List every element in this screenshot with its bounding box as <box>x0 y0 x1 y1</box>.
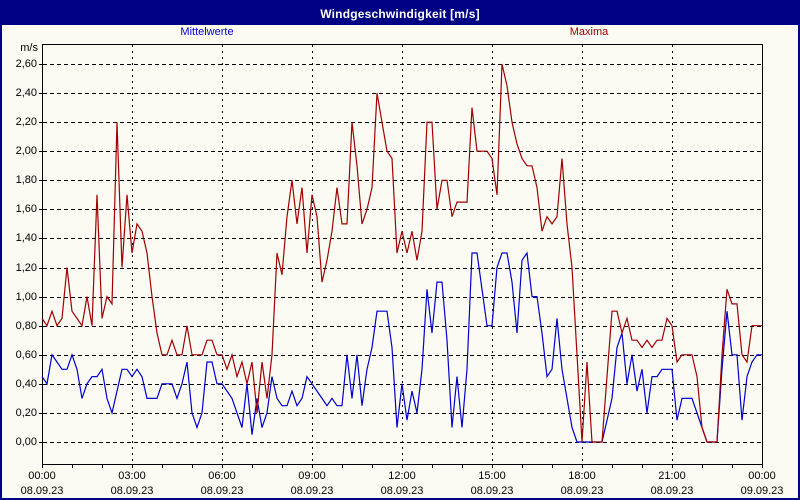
y-tick-label: 0,60 <box>15 349 37 361</box>
legend-mean-label: Mittelwerte <box>180 26 234 38</box>
x-tick-date-label: 08.09.23 <box>380 485 424 497</box>
x-tick-time-label: 00:00 <box>748 470 776 482</box>
y-tick-label: 2,60 <box>15 58 37 70</box>
x-tick-date-label: 08.09.23 <box>560 485 604 497</box>
y-tick-label: 2,00 <box>15 145 37 157</box>
y-tick-label: 1,40 <box>15 232 37 244</box>
x-tick-date-label: 08.09.23 <box>290 485 334 497</box>
y-tick-label: 1,60 <box>15 203 37 215</box>
x-tick-date-label: 08.09.23 <box>650 485 694 497</box>
y-tick-label: 2,20 <box>15 116 37 128</box>
plot-border <box>42 44 763 465</box>
window-title-bar: Windgeschwindigkeit [m/s] <box>2 2 798 25</box>
y-tick-label: 1,80 <box>15 174 37 186</box>
x-tick-time-label: 06:00 <box>208 470 236 482</box>
y-tick-label: 0,00 <box>15 436 37 448</box>
y-tick-label: 2,40 <box>15 87 37 99</box>
x-tick-time-label: 00:00 <box>28 470 56 482</box>
y-axis-unit-label: m/s <box>20 42 38 54</box>
y-tick-label: 0,20 <box>15 407 37 419</box>
page-title: Windgeschwindigkeit [m/s] <box>320 6 480 21</box>
x-tick-date-label: 09.09.23 <box>740 485 784 497</box>
max-series-line <box>41 63 762 443</box>
x-tick-time-label: 09:00 <box>298 470 326 482</box>
x-tick-time-label: 03:00 <box>118 470 146 482</box>
x-tick-date-label: 08.09.23 <box>200 485 244 497</box>
y-tick-label: 0,40 <box>15 378 37 390</box>
x-tick-time-label: 15:00 <box>478 470 506 482</box>
legend-max-label: Maxima <box>569 26 609 38</box>
y-tick-label: 1,20 <box>15 262 37 274</box>
x-tick-date-label: 08.09.23 <box>110 485 154 497</box>
mean-series-line <box>41 251 762 443</box>
y-tick-label: 1,00 <box>15 291 37 303</box>
x-tick-time-label: 12:00 <box>388 470 416 482</box>
y-tick-label: 0,80 <box>15 320 37 332</box>
x-tick-date-label: 08.09.23 <box>470 485 514 497</box>
x-tick-time-label: 18:00 <box>568 470 596 482</box>
x-tick-date-label: 08.09.23 <box>20 485 64 497</box>
x-tick-time-label: 21:00 <box>658 470 686 482</box>
